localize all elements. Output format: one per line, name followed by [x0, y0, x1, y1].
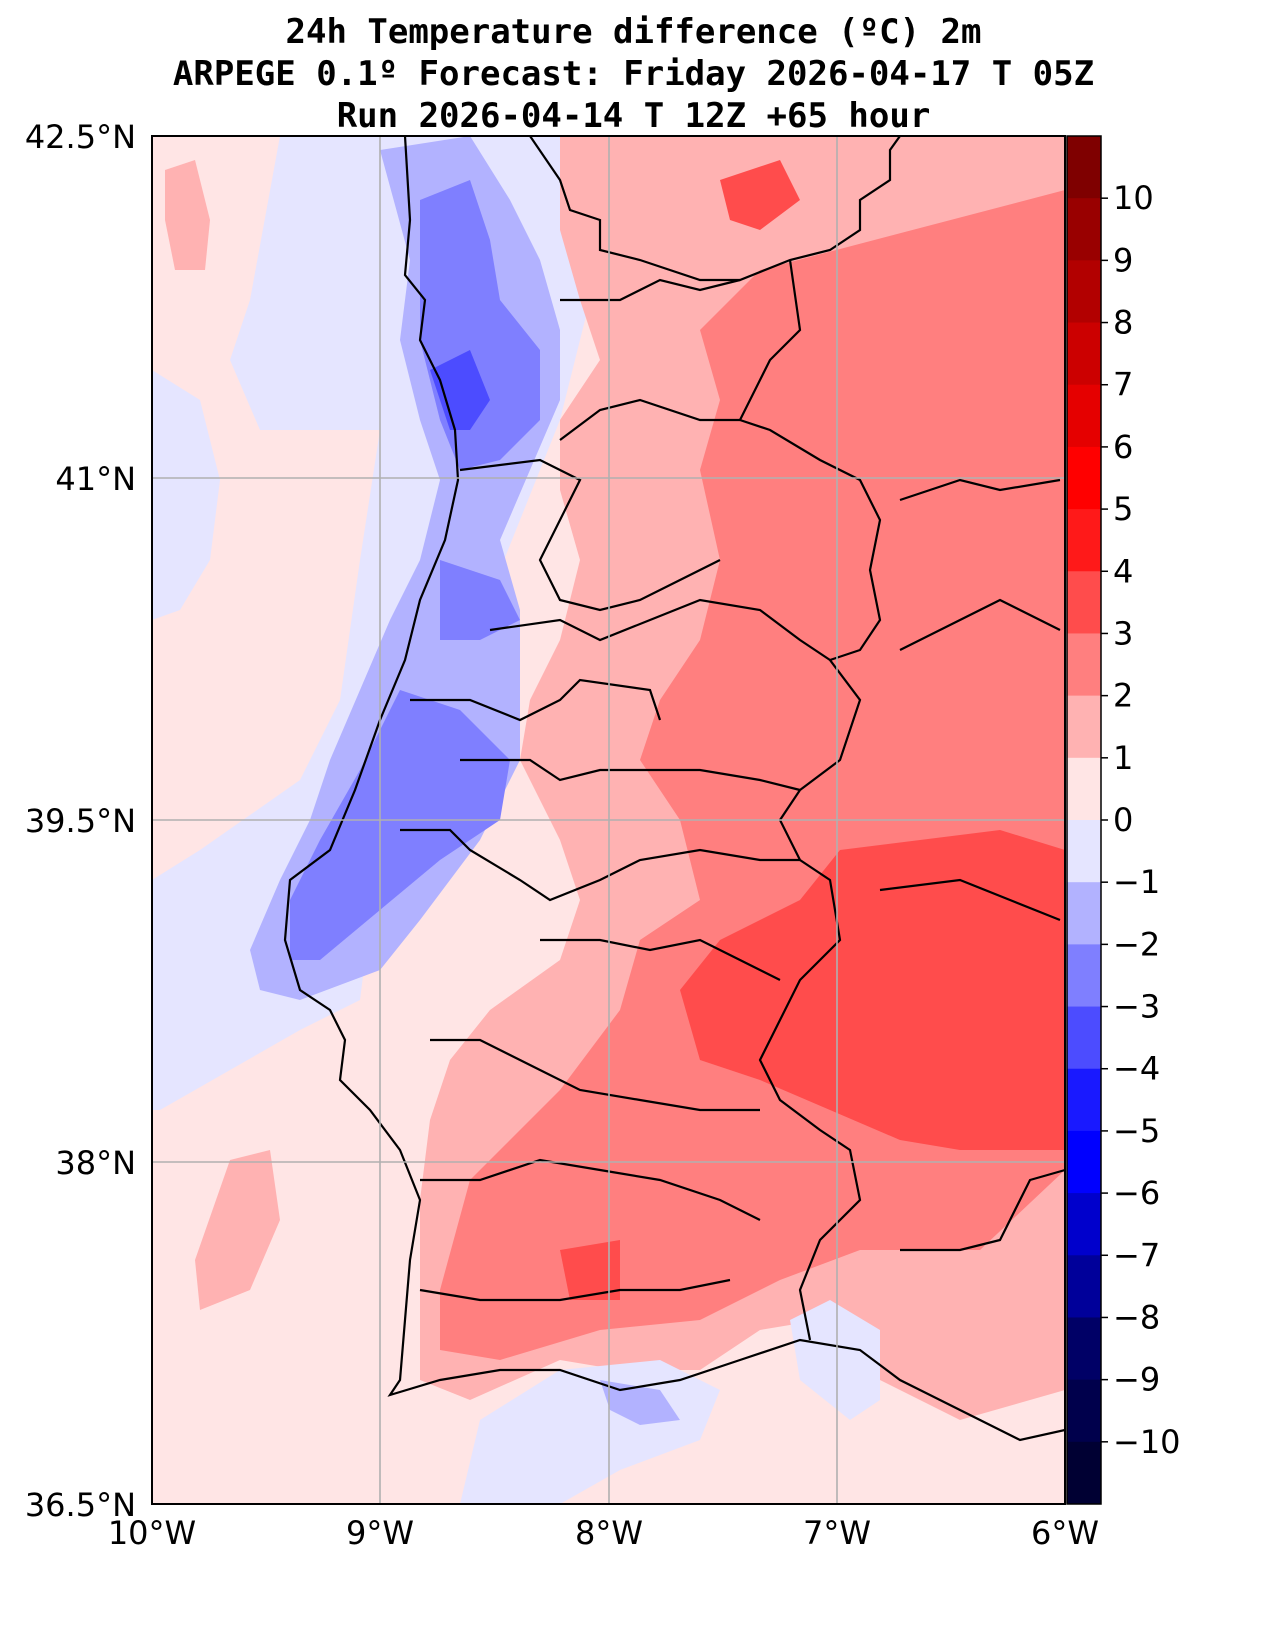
colorbar-label: −2: [1113, 925, 1160, 963]
lon-tick-label: 7°W: [803, 1514, 871, 1552]
lon-tick-label: 8°W: [575, 1514, 643, 1552]
colorbar-label: 0: [1113, 801, 1133, 839]
field-zone-warm-strong-north: [720, 160, 800, 230]
colorbar-segment: [1067, 695, 1101, 759]
colorbar-segment: [1067, 1255, 1101, 1318]
colorbar-label: 7: [1113, 366, 1133, 404]
field-zone-warm-strong-south: [560, 1240, 620, 1300]
colorbar-label: 4: [1113, 552, 1133, 590]
lat-tick-label: 39.5°N: [25, 802, 136, 840]
lon-axis-labels: 10°W 9°W 8°W 7°W 6°W: [108, 1514, 1099, 1552]
lat-tick-label: 42.5°N: [25, 118, 136, 156]
district-border-9: [430, 1038, 760, 1112]
field-zone-cool-southeast: [790, 1300, 880, 1420]
colorbar-label: −8: [1113, 1298, 1160, 1336]
border-lines: [283, 136, 1065, 1442]
colorbar-segment: [1067, 1379, 1101, 1443]
colorbar-segment: [1067, 322, 1101, 386]
district-border-2: [559, 398, 740, 441]
lon-tick-label: 10°W: [108, 1514, 196, 1552]
colorbar-segment: [1067, 1130, 1101, 1194]
lon-tick-label: 6°W: [1031, 1514, 1099, 1552]
district-border-13: [899, 478, 1061, 502]
district-border-3: [459, 458, 721, 612]
colorbar-segment: [1067, 446, 1101, 510]
field-zone-warm-strong: [680, 830, 1065, 1150]
lat-tick-label: 41°N: [55, 460, 136, 498]
field-zone-cool-strong-coast: [440, 560, 520, 640]
district-border-1: [560, 278, 741, 302]
colorbar-label: 5: [1113, 490, 1133, 528]
colorbar-label: 9: [1113, 241, 1133, 279]
lat-axis-labels: 42.5°N 41°N 39.5°N 38°N 36.5°N: [25, 118, 136, 1524]
colorbar-label: −3: [1113, 988, 1160, 1026]
district-border-10: [420, 1158, 761, 1221]
colorbar-segment: [1067, 1193, 1101, 1256]
colorbar-segment: [1067, 136, 1101, 199]
coastline: [283, 136, 1065, 1442]
colorbar-segment: [1067, 384, 1101, 448]
lat-tick-label: 36.5°N: [25, 1486, 136, 1524]
colorbar-segment: [1067, 882, 1101, 945]
map-title-line-1: 24h Temperature difference (ºC) 2m: [285, 12, 982, 52]
colorbar-label: −1: [1113, 863, 1160, 901]
district-border-4: [489, 598, 831, 661]
district-border-14: [899, 598, 1061, 651]
colorbar-segment: [1067, 820, 1101, 883]
colorbar-segment: [1067, 1317, 1101, 1381]
colorbar-label: −4: [1113, 1050, 1160, 1088]
plot-frame: [151, 135, 1066, 1505]
field-zone-cool-west: [152, 370, 220, 620]
gridlines: [152, 136, 1065, 1504]
district-border-11: [419, 1278, 731, 1302]
lat-tick-label: 38°N: [55, 1144, 136, 1182]
colorbar-segment: [1067, 1068, 1101, 1132]
colorbar-segment: [1067, 260, 1101, 324]
lon-tick-label: 9°W: [346, 1514, 414, 1552]
colorbar-label: 10: [1113, 179, 1154, 217]
colorbar-label: 3: [1113, 614, 1133, 652]
colorbar-segment: [1067, 1441, 1101, 1505]
district-border-12: [900, 1168, 1065, 1252]
colorbar-segment: [1067, 944, 1101, 1008]
colorbar-segment: [1067, 633, 1101, 697]
colorbar-label: 1: [1113, 739, 1133, 777]
colorbar-label: −6: [1113, 1174, 1160, 1212]
map-title-line-3: Run 2026-04-14 T 12Z +65 hour: [336, 96, 931, 136]
map-title-line-2: ARPEGE 0.1º Forecast: Friday 2026-04-17 …: [172, 54, 1095, 94]
colorbar-label: −9: [1113, 1361, 1160, 1399]
colorbar-segment: [1067, 198, 1101, 261]
district-border-15: [879, 878, 1061, 922]
colorbar-label: 8: [1113, 304, 1133, 342]
colorbar-label: −5: [1113, 1112, 1160, 1150]
colorbar-segment: [1067, 571, 1101, 634]
colorbar-label: −7: [1113, 1236, 1160, 1274]
colorbar-label: 6: [1113, 428, 1133, 466]
field-zone-cool-strong-mid: [290, 690, 510, 960]
colorbar-label: −10: [1113, 1423, 1181, 1461]
field-zone-cool-south-core: [600, 1380, 680, 1425]
district-border-7: [400, 828, 800, 902]
district-border-8: [540, 938, 781, 981]
district-border-5: [410, 678, 662, 722]
field-zone-coldest: [430, 350, 490, 430]
district-border-6: [460, 758, 801, 792]
colorbar-segment: [1067, 757, 1101, 821]
field-zone-warm-sea-north: [165, 160, 210, 270]
colorbar-segment: [1067, 1006, 1101, 1070]
colorbar-label: 2: [1113, 677, 1133, 715]
field-zone-warm-sea-south: [195, 1150, 280, 1310]
colorbar-segment: [1067, 509, 1101, 572]
